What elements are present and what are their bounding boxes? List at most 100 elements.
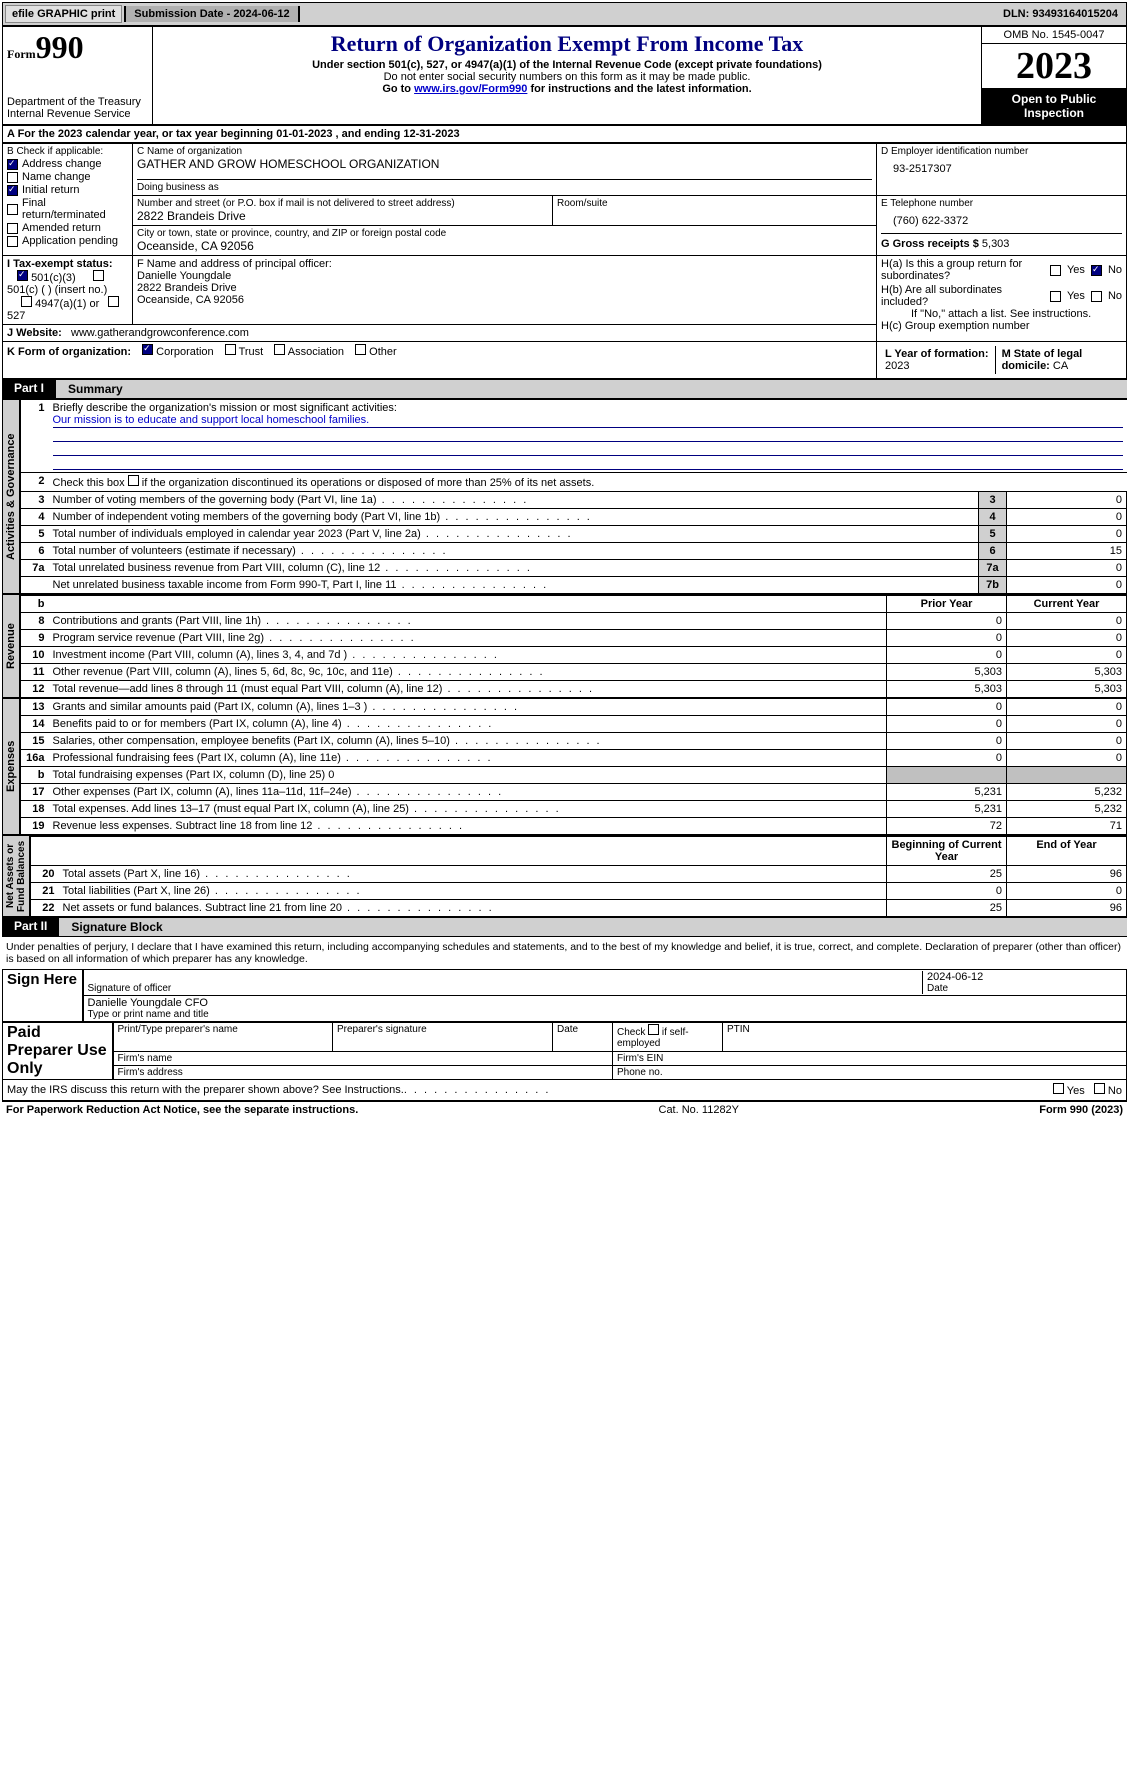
- exp-desc: Revenue less expenses. Subtract line 18 …: [49, 818, 887, 835]
- exp-desc: Total fundraising expenses (Part IX, col…: [49, 767, 887, 784]
- ha-yes-checkbox[interactable]: [1050, 265, 1061, 276]
- gov-desc: Total number of individuals employed in …: [49, 526, 979, 543]
- firm-addr-label: Firm's address: [113, 1065, 613, 1079]
- i-501c-checkbox[interactable]: [93, 270, 104, 281]
- b-check-3[interactable]: [7, 204, 18, 215]
- perjury-declaration: Under penalties of perjury, I declare th…: [2, 937, 1127, 969]
- exp-prior: 5,231: [887, 784, 1007, 801]
- exp-prior: 5,231: [887, 801, 1007, 818]
- paperwork-notice: For Paperwork Reduction Act Notice, see …: [6, 1104, 358, 1116]
- gov-val: 0: [1007, 560, 1127, 577]
- efile-print-button[interactable]: efile GRAPHIC print: [5, 5, 122, 23]
- b-check-5[interactable]: [7, 236, 18, 247]
- part1-header: Part I Summary: [2, 379, 1127, 399]
- b-check-label-1: Name change: [22, 171, 91, 183]
- rev-desc: Contributions and grants (Part VIII, lin…: [49, 613, 887, 630]
- exp-current: 0: [1007, 716, 1127, 733]
- i-4947-checkbox[interactable]: [21, 296, 32, 307]
- ha-label: H(a) Is this a group return for subordin…: [881, 258, 1044, 282]
- form-title: Return of Organization Exempt From Incom…: [157, 31, 977, 57]
- state-domicile: CA: [1053, 360, 1068, 372]
- preparer-name-label: Print/Type preparer's name: [113, 1023, 333, 1052]
- gross-receipts: 5,303: [982, 238, 1010, 250]
- k-label: K Form of organization:: [7, 346, 131, 358]
- g-receipts-label: G Gross receipts $: [881, 238, 982, 250]
- rev-current: 0: [1007, 647, 1127, 664]
- current-year-header: Current Year: [1034, 598, 1100, 610]
- end-year-header: End of Year: [1036, 839, 1096, 851]
- sign-date-label: Date: [922, 983, 1122, 994]
- paid-preparer-table: Paid Preparer Use Only Print/Type prepar…: [2, 1022, 1127, 1080]
- form-number: Form990: [7, 29, 148, 66]
- gov-val: 0: [1007, 526, 1127, 543]
- i-527-checkbox[interactable]: [108, 296, 119, 307]
- begin-year-header: Beginning of Current Year: [892, 839, 1002, 863]
- side-expenses: Expenses: [2, 698, 20, 835]
- ha-no-checkbox[interactable]: [1091, 265, 1102, 276]
- room-label: Room/suite: [557, 198, 872, 209]
- na-desc: Total liabilities (Part X, line 26): [59, 883, 887, 900]
- entity-info-table: B Check if applicable: Address changeNam…: [2, 143, 1127, 379]
- b-check-0[interactable]: [7, 159, 18, 170]
- preparer-date-label: Date: [553, 1023, 613, 1052]
- k-assoc-checkbox[interactable]: [274, 344, 285, 355]
- na-desc: Net assets or fund balances. Subtract li…: [59, 900, 887, 917]
- rev-current: 5,303: [1007, 664, 1127, 681]
- part2-tab: Part II: [2, 917, 59, 937]
- sign-here-label: Sign Here: [3, 970, 83, 1022]
- firm-phone-label: Phone no.: [613, 1065, 1127, 1079]
- dept-treasury: Department of the Treasury Internal Reve…: [7, 96, 148, 120]
- part1-title: Summary: [56, 379, 1127, 399]
- discuss-no-checkbox[interactable]: [1094, 1083, 1105, 1094]
- self-employed-checkbox[interactable]: [648, 1024, 659, 1035]
- ein-value: 93-2517307: [881, 157, 1122, 181]
- rev-prior: 5,303: [887, 664, 1007, 681]
- b-check-4[interactable]: [7, 223, 18, 234]
- e-phone-label: E Telephone number: [881, 198, 1122, 209]
- k-trust-checkbox[interactable]: [225, 344, 236, 355]
- discuss-row: May the IRS discuss this return with the…: [2, 1080, 1127, 1101]
- gov-val: 0: [1007, 492, 1127, 509]
- side-net-assets: Net Assets orFund Balances: [2, 835, 30, 917]
- sign-here-table: Sign Here 2024-06-12 Signature of office…: [2, 969, 1127, 1022]
- i-501c3-checkbox[interactable]: [17, 270, 28, 281]
- gov-desc: Total number of volunteers (estimate if …: [49, 543, 979, 560]
- rev-desc: Total revenue—add lines 8 through 11 (mu…: [49, 681, 887, 698]
- exp-current: 0: [1007, 733, 1127, 750]
- exp-desc: Total expenses. Add lines 13–17 (must eq…: [49, 801, 887, 818]
- paid-preparer-label: Paid Preparer Use Only: [3, 1023, 113, 1080]
- dln: DLN: 93493164015204: [995, 6, 1126, 22]
- exp-current: 0: [1007, 699, 1127, 716]
- hc-label: H(c) Group exemption number: [881, 320, 1122, 332]
- b-check-2[interactable]: [7, 185, 18, 196]
- goto-line: Go to www.irs.gov/Form990 for instructio…: [157, 83, 977, 95]
- firm-name-label: Firm's name: [113, 1051, 613, 1065]
- rev-desc: Investment income (Part VIII, column (A)…: [49, 647, 887, 664]
- rev-prior: 0: [887, 613, 1007, 630]
- section-b-label: B Check if applicable:: [7, 146, 128, 157]
- discuss-yes-checkbox[interactable]: [1053, 1083, 1064, 1094]
- irs-link[interactable]: www.irs.gov/Form990: [414, 83, 527, 95]
- omb-number: OMB No. 1545-0047: [982, 27, 1127, 44]
- type-name-label: Type or print name and title: [88, 1009, 1123, 1020]
- exp-desc: Benefits paid to or for members (Part IX…: [49, 716, 887, 733]
- b-check-label-3: Final return/terminated: [22, 197, 128, 221]
- officer-addr1: 2822 Brandeis Drive: [137, 282, 872, 294]
- exp-prior: 72: [887, 818, 1007, 835]
- ptin-label: PTIN: [723, 1023, 1127, 1052]
- firm-ein-label: Firm's EIN: [613, 1051, 1127, 1065]
- k-corp-checkbox[interactable]: [142, 344, 153, 355]
- form-footer: Form 990 (2023): [1039, 1104, 1123, 1116]
- rev-desc: Program service revenue (Part VIII, line…: [49, 630, 887, 647]
- hb-yes-checkbox[interactable]: [1050, 291, 1061, 302]
- k-other-checkbox[interactable]: [355, 344, 366, 355]
- hb-no-checkbox[interactable]: [1091, 291, 1102, 302]
- rev-prior: 5,303: [887, 681, 1007, 698]
- line2-checkbox[interactable]: [128, 475, 139, 486]
- na-begin: 25: [887, 900, 1007, 917]
- gov-desc: Number of independent voting members of …: [49, 509, 979, 526]
- hb-label: H(b) Are all subordinates included?: [881, 284, 1044, 308]
- gov-val: 0: [1007, 577, 1127, 594]
- b-check-1[interactable]: [7, 172, 18, 183]
- submission-date: Submission Date - 2024-06-12: [124, 6, 299, 22]
